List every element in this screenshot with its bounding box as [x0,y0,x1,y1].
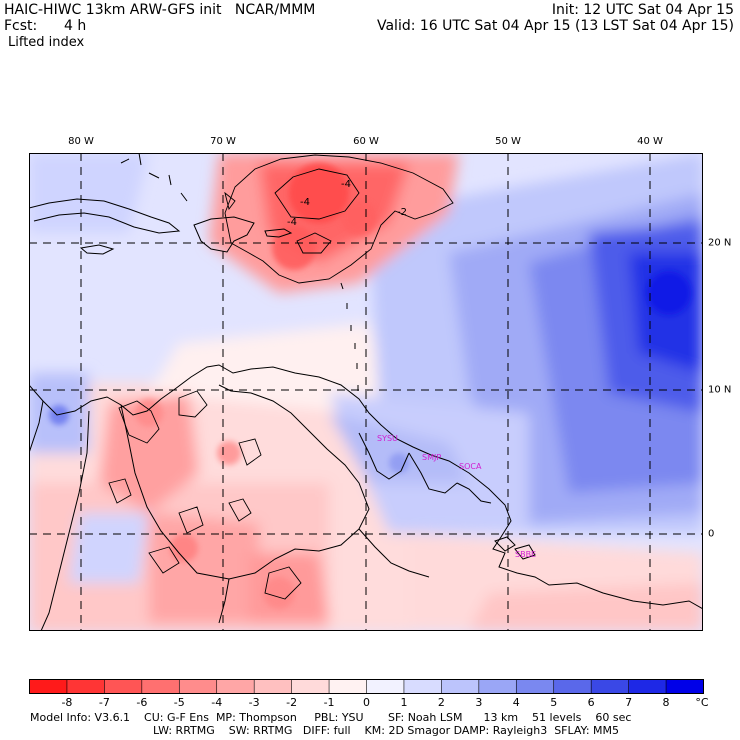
contour-label: -4 [287,217,297,228]
colorbar-tick-label: 4 [512,696,520,709]
colorbar-tick-label: -1 [323,696,335,709]
lon-label-80w: 80 W [68,136,94,147]
colorbar-cell [141,679,180,694]
lon-label-60w: 60 W [353,136,379,147]
station-label-smjp: SMJP [422,453,441,462]
forecast-hour: 4 h [64,18,87,34]
model-title: HAIC-HIWC 13km ARW-GFS init NCAR/MMM [4,2,316,18]
colorbar-tick-label: -8 [61,696,73,709]
contour-lines [108,154,454,600]
colorbar-tick-label: 5 [550,696,558,709]
lon-label-70w: 70 W [210,136,236,147]
colorbar-tick-label: 1 [400,696,408,709]
colorbar-cell [104,679,143,694]
colorbar-cell [329,679,367,694]
colorbar-tick-label: -6 [136,696,148,709]
init-time: Init: 12 UTC Sat 04 Apr 15 [551,2,734,18]
field-name: Lifted index [8,35,85,50]
lat-label-20n: 20 N [708,237,732,249]
lon-label-50w: 50 W [495,136,521,147]
colorbar-cell [179,679,218,694]
field-detail [49,163,691,609]
colorbar-cell [441,679,480,694]
colorbar-cell [66,679,105,694]
lon-label-40w: 40 W [637,136,663,147]
colorbar-cell [216,679,255,694]
colorbar-cell [29,679,68,694]
colorbar-tick-label: -7 [98,696,110,709]
model-info-line1: Model Info: V3.6.1 CU: G-F Ens MP: Thomp… [30,711,632,724]
colorbar-tick-label: 7 [625,696,633,709]
map-frame [29,153,703,631]
colorbar-tick-label: 0 [363,696,370,709]
colorbar-cell [516,679,555,694]
valid-time: Valid: 16 UTC Sat 04 Apr 15 (13 LST Sat … [376,18,734,34]
station-label-sbbe: SBBE [515,550,536,559]
contour-label: -2 [397,207,407,218]
station-label-sysu: SYSU [377,434,398,443]
colorbar-cell [291,679,330,694]
colorbar-cell [628,679,667,694]
lat-label-0: 0 [708,528,715,540]
forecast-label: Fcst: [4,18,38,34]
graticule [29,153,703,631]
coastlines [29,153,703,631]
lifted-index-map: -4 -4 -4 -2 SYSU SMJP SOCA SBBE [29,153,703,631]
colorbar-unit: °C [695,696,709,709]
colorbar-tick-label: -5 [173,696,185,709]
model-info-line2: LW: RRTMG SW: RRTMG DIFF: full KM: 2D Sm… [153,724,619,737]
colorbar-cell [403,679,442,694]
colorbar-cell [666,679,704,694]
colorbar-tick-label: -2 [286,696,298,709]
colorbar-tick-label: 6 [587,696,595,709]
lat-label-10n: 10 N [708,384,732,396]
colorbar-cell [254,679,292,694]
station-label-soca: SOCA [459,462,482,471]
colorbar-tick-label: -4 [211,696,223,709]
colorbar-cell [478,679,517,694]
colorbar-cell [366,679,405,694]
colorbar-tick-label: 8 [662,696,670,709]
contour-label: -4 [300,197,310,208]
colorbar-cell [553,679,592,694]
colorbar-tick-label: 2 [437,696,445,709]
contour-label: -4 [341,179,351,190]
colorbar-tick-label: -3 [248,696,260,709]
colorbar-tick-label: 3 [475,696,483,709]
colorbar-cell [591,679,629,694]
colorbar-cells [29,679,704,694]
colorbar [29,679,704,694]
